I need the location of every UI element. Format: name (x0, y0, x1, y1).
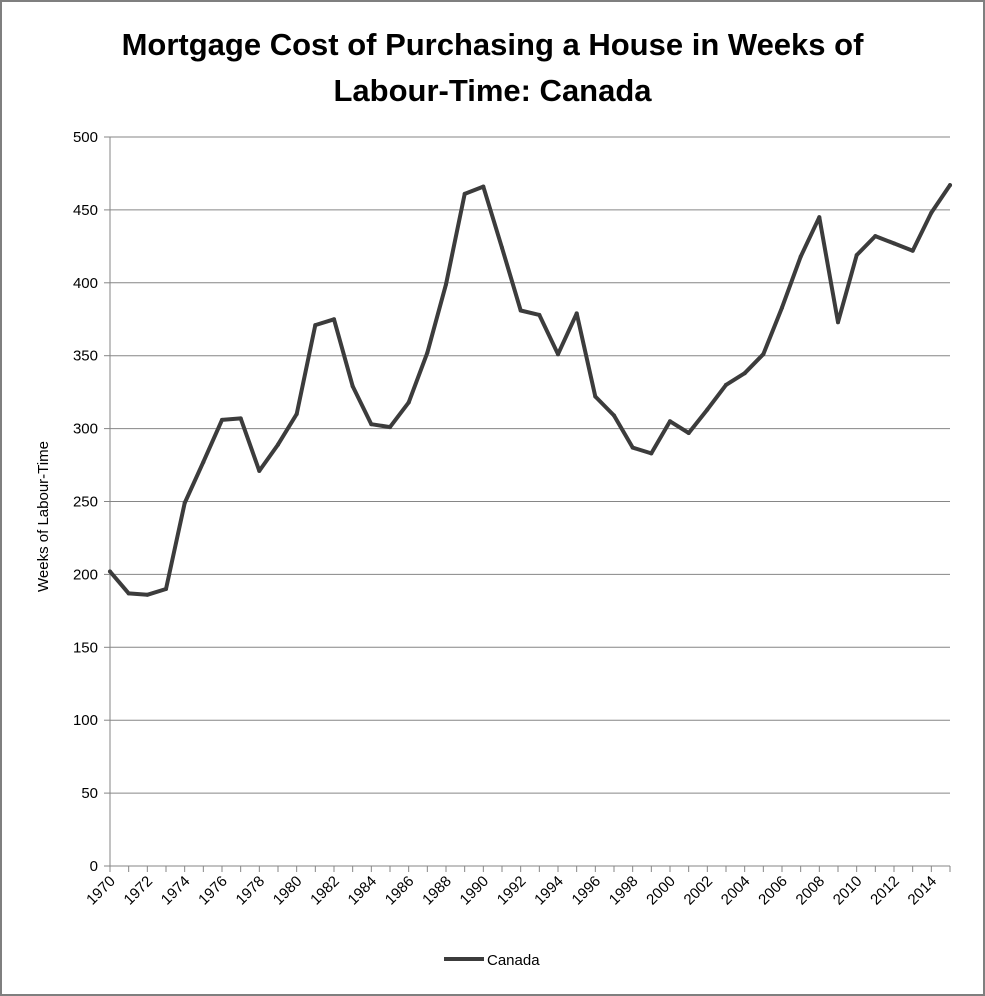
data-point-1997 (612, 413, 616, 418)
data-point-1981 (313, 323, 318, 328)
data-point-2000 (668, 419, 672, 424)
data-point-1993 (537, 312, 542, 317)
data-point-1989 (462, 191, 467, 196)
x-tick-label-1972: 1972 (121, 873, 157, 909)
data-point-2002 (705, 407, 710, 412)
y-tick-label-150: 150 (73, 639, 98, 656)
data-point-1977 (238, 416, 243, 421)
y-tick-label-350: 350 (73, 348, 98, 365)
x-tick-label-1994: 1994 (531, 873, 567, 909)
data-point-2003 (724, 382, 728, 387)
x-tick-label-2012: 2012 (867, 873, 903, 909)
data-point-1995 (574, 311, 579, 316)
x-tick-label-2014: 2014 (905, 873, 941, 909)
x-tick-label-1976: 1976 (195, 873, 231, 909)
x-tick-label-1998: 1998 (606, 873, 642, 909)
y-tick-label-400: 400 (73, 275, 98, 292)
data-point-1994 (556, 352, 560, 357)
data-point-1976 (220, 417, 224, 422)
data-point-1986 (406, 400, 411, 405)
data-point-1985 (388, 425, 392, 430)
data-point-2011 (873, 234, 878, 239)
x-tick-label-1988: 1988 (419, 873, 455, 909)
data-point-1987 (425, 350, 430, 355)
x-tick-label-2000: 2000 (643, 873, 679, 909)
data-point-1998 (630, 445, 635, 450)
legend-label-canada: Canada (487, 952, 540, 969)
y-axis-title: Weeks of Labour-Time (35, 441, 52, 592)
data-point-1971 (126, 591, 131, 596)
data-point-1984 (369, 422, 374, 427)
data-point-1992 (518, 308, 523, 313)
chart-title-line-1: Mortgage Cost of Purchasing a House in W… (121, 27, 864, 62)
y-tick-labels: 0 50 100 150 200 250 300 350 400 450 500 (73, 129, 98, 875)
y-tick-label-200: 200 (73, 566, 98, 583)
data-point-1972 (145, 592, 150, 597)
x-tick-label-1982: 1982 (307, 873, 343, 909)
y-tick-label-50: 50 (81, 785, 98, 802)
y-tick-label-500: 500 (73, 129, 98, 146)
axes (109, 137, 950, 867)
y-tick-label-450: 450 (73, 202, 98, 219)
data-point-1975 (201, 460, 206, 465)
gridlines (104, 136, 951, 872)
x-tick-label-1996: 1996 (569, 873, 605, 909)
chart-title: Mortgage Cost of Purchasing a House in W… (0, 22, 985, 114)
x-tick-label-1992: 1992 (494, 873, 530, 909)
data-point-2012 (892, 241, 896, 246)
x-tick-label-2002: 2002 (681, 873, 717, 909)
x-tick-label-1984: 1984 (345, 873, 381, 909)
data-point-1979 (276, 442, 280, 447)
data-point-1978 (257, 468, 262, 473)
data-point-2007 (798, 254, 803, 259)
data-point-1980 (294, 412, 299, 416)
y-tick-label-100: 100 (73, 712, 98, 729)
data-point-1970 (108, 569, 112, 574)
data-point-2013 (910, 248, 915, 253)
x-tick-label-1980: 1980 (270, 873, 306, 909)
data-point-1973 (164, 587, 168, 591)
x-tick-label-2008: 2008 (793, 873, 829, 909)
x-tick-label-1986: 1986 (382, 873, 418, 909)
data-point-2006 (780, 305, 784, 310)
data-point-1982 (332, 317, 336, 322)
data-point-2014 (929, 210, 934, 215)
data-point-2010 (854, 253, 859, 258)
y-tick-label-0: 0 (90, 858, 98, 875)
data-point-1996 (593, 394, 598, 399)
data-point-1988 (444, 282, 448, 287)
series-line-canada (108, 183, 952, 597)
data-point-2008 (817, 215, 822, 220)
data-point-1999 (649, 451, 654, 456)
x-tick-label-1970: 1970 (83, 873, 119, 909)
data-point-2009 (836, 320, 840, 325)
x-tick-label-1978: 1978 (233, 873, 269, 909)
chart-title-line-2: Labour-Time: Canada (333, 73, 652, 108)
x-tick-labels: 1970 1972 1974 1976 1978 1980 1982 1984 1986 1988… (83, 873, 940, 909)
x-tick-label-1990: 1990 (457, 873, 493, 909)
data-point-1983 (350, 384, 355, 389)
data-point-1974 (182, 501, 187, 505)
data-point-1990 (481, 184, 486, 189)
data-point-2001 (686, 431, 691, 435)
y-tick-label-300: 300 (73, 421, 98, 438)
y-tick-label-250: 250 (73, 494, 98, 511)
x-tick-label-1974: 1974 (158, 873, 194, 909)
series-canada (108, 183, 952, 597)
legend: Canada (444, 952, 540, 969)
x-tick-label-2004: 2004 (718, 873, 754, 909)
data-point-2004 (742, 371, 747, 376)
x-tick-label-2006: 2006 (755, 873, 791, 909)
data-point-2005 (761, 352, 766, 357)
x-tick-label-2010: 2010 (830, 873, 866, 909)
data-point-2015 (948, 183, 952, 188)
data-point-1991 (500, 245, 504, 250)
